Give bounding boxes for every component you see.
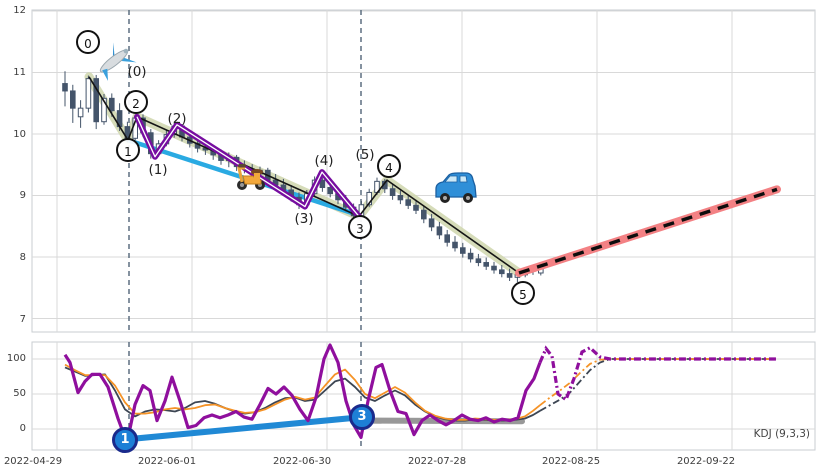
subwave-label-2: (2) <box>167 111 187 127</box>
candle-body <box>428 218 435 228</box>
candle-body <box>327 187 333 195</box>
kdj-line-j <box>63 343 542 445</box>
candle-body <box>499 269 505 275</box>
candle-body <box>475 258 482 264</box>
candle-body <box>436 226 443 236</box>
xtick-2022-08-25: 2022-08-25 <box>541 456 601 467</box>
main-ytick-9: 9 <box>19 190 26 201</box>
airplane-icon <box>99 42 137 81</box>
subwave-label-3: (3) <box>294 211 314 227</box>
candle-body <box>109 97 115 112</box>
wave-circle-label-3: 3 <box>348 215 372 239</box>
candle-body <box>460 247 466 254</box>
kdj-forecast-j <box>538 345 776 403</box>
wave-circle-label-0: 0 <box>76 30 100 54</box>
candle-body <box>319 179 326 189</box>
kdj-ytick-100: 100 <box>6 353 26 364</box>
candle-body <box>77 107 84 118</box>
subwave-label-1: (1) <box>148 162 168 178</box>
scooter-icon <box>237 164 265 190</box>
car-icon <box>435 172 477 203</box>
kdj-ytick-0: 0 <box>19 423 26 434</box>
kdj-ytick-50: 50 <box>13 388 26 399</box>
candle-body <box>62 83 68 92</box>
wave-circle-label-2: 2 <box>124 90 148 114</box>
candle-body <box>366 191 372 206</box>
candle-body <box>444 234 450 243</box>
xtick-2022-07-28: 2022-07-28 <box>407 456 467 467</box>
candle-body <box>421 209 427 220</box>
wave-circle-label-5: 5 <box>511 281 535 305</box>
candle-body <box>101 97 107 123</box>
candle-body <box>491 265 497 271</box>
xtick-2022-09-22: 2022-09-22 <box>676 456 736 467</box>
subwave-label-4: (4) <box>314 153 334 169</box>
main-ytick-7: 7 <box>19 314 26 325</box>
xtick-2022-06-01: 2022-06-01 <box>137 456 197 467</box>
candle-body <box>467 252 474 260</box>
main-ytick-12: 12 <box>13 5 26 16</box>
candle-body <box>506 273 513 278</box>
forecast-dashed-line <box>518 187 778 275</box>
candle-body <box>70 90 76 109</box>
wave-circle-label-4: 4 <box>377 154 401 178</box>
kdj-forecast-d <box>539 358 776 406</box>
candle-body <box>397 195 404 201</box>
subwave-label-0: (0) <box>127 64 147 80</box>
main-ytick-8: 8 <box>19 252 26 263</box>
kdj-pivot-circle-1: 1 <box>112 427 138 453</box>
kdj-pivot-circle-3: 3 <box>349 404 375 430</box>
xtick-2022-04-29: 2022-04-29 <box>3 456 63 467</box>
candle-body <box>413 204 419 211</box>
main-ytick-10: 10 <box>13 129 26 140</box>
candle-body <box>389 188 396 197</box>
candle-body <box>405 199 411 206</box>
candle-body <box>483 262 489 267</box>
candle-body <box>85 78 92 109</box>
wave-circle-label-1: 1 <box>116 138 140 162</box>
main-panel <box>31 9 816 333</box>
kdj-forecast-k <box>539 358 776 412</box>
kdj-blue-trendline <box>122 414 365 443</box>
subwave-label-5: (5) <box>355 147 375 163</box>
xtick-2022-06-30: 2022-06-30 <box>272 456 332 467</box>
candle-body <box>452 241 458 249</box>
kdj-indicator-label: KDJ (9,3,3) <box>753 428 810 440</box>
kdj-line-d <box>64 363 541 421</box>
kdj-panel <box>31 341 816 451</box>
candle-body <box>93 78 100 123</box>
main-ytick-11: 11 <box>13 67 26 78</box>
